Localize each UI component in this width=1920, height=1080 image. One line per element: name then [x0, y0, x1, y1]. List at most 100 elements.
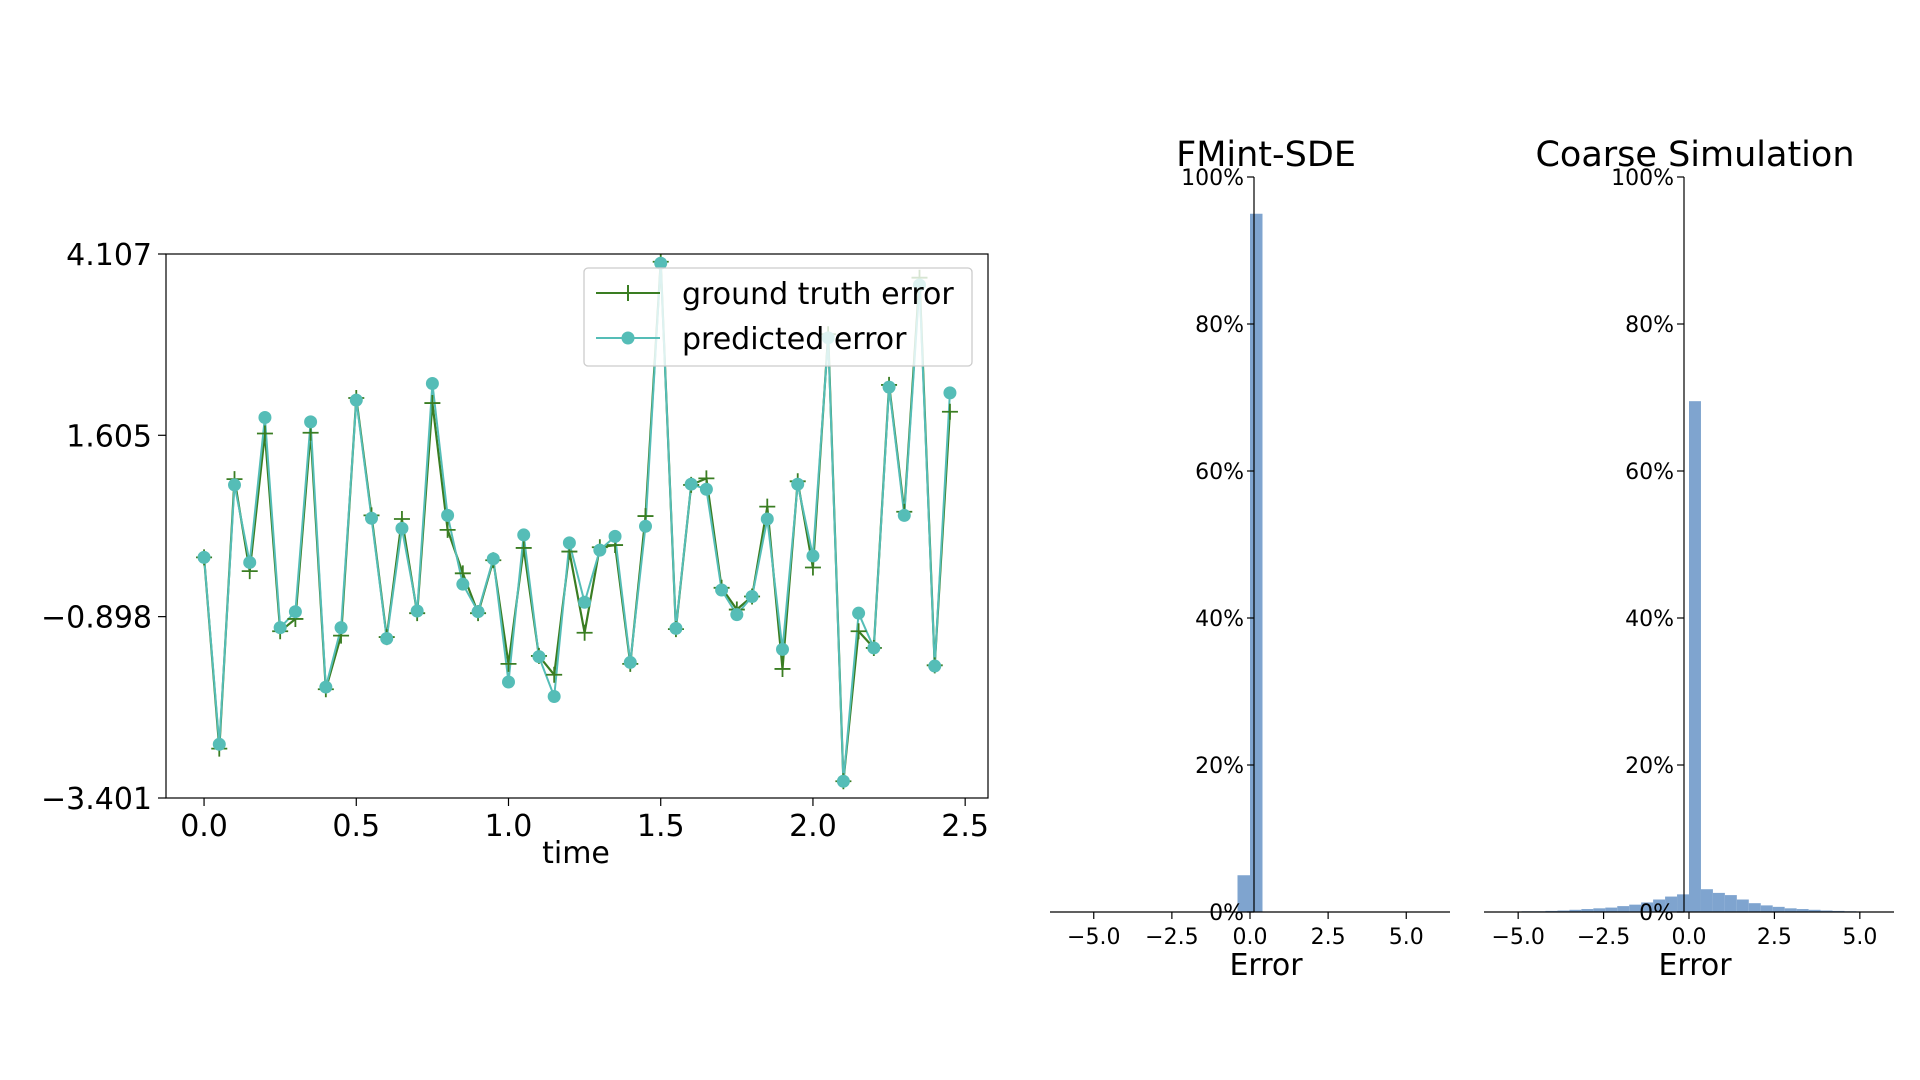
- predicted-point: [608, 529, 622, 543]
- line-chart-frame: [165, 253, 989, 799]
- histogram-coarse-simulation: Coarse Simulation −5.0 −2.5 0.0 2.5 5.0 0% 20%…: [1484, 135, 1894, 983]
- predicted-point: [806, 549, 820, 563]
- histogram-fmint-sde-x-label: Error: [1229, 948, 1303, 983]
- predicted-point: [486, 552, 500, 566]
- predicted-point: [791, 477, 805, 491]
- y-tick-label: 40%: [1195, 607, 1244, 632]
- x-tick-label: 2.5: [1757, 925, 1792, 950]
- predicted-point: [547, 689, 561, 703]
- predicted-point: [715, 583, 729, 597]
- histogram-bar: [1760, 905, 1773, 912]
- ground-truth-point: [546, 666, 563, 683]
- predicted-point: [623, 655, 637, 669]
- histogram-bar: [1629, 904, 1642, 912]
- x-tick-label: 0.0: [1672, 925, 1707, 950]
- histogram-bar: [1641, 902, 1654, 912]
- y-tick-label: 80%: [1625, 313, 1674, 338]
- y-tick-label: 100%: [1181, 166, 1244, 191]
- y-tick-label: 20%: [1195, 754, 1244, 779]
- predicted-point: [699, 482, 713, 496]
- x-tick-label: 5.0: [1842, 925, 1877, 950]
- histogram-bar: [1736, 899, 1749, 912]
- histogram-bar: [1689, 401, 1701, 912]
- predicted-point: [867, 641, 881, 655]
- y-tick-label: 4.107: [66, 238, 152, 273]
- predicted-point: [273, 621, 287, 635]
- x-tick-label: 0.0: [1233, 925, 1268, 950]
- line-chart: 0.0 0.5 1.0 1.5 2.0 2.5 −3.401 −0.898 1.605 4.10…: [41, 238, 989, 871]
- predicted-point: [304, 415, 318, 429]
- predicted-point: [943, 386, 957, 400]
- x-tick-label: −5.0: [1491, 925, 1544, 950]
- y-tick-label: −0.898: [41, 601, 152, 636]
- x-tick-label: 0.0: [180, 809, 228, 844]
- x-tick-label: 2.5: [941, 809, 989, 844]
- series-line-predicted: [203, 263, 951, 782]
- line-chart-border: [165, 253, 989, 799]
- predicted-point: [471, 605, 485, 619]
- line-series-group: [196, 253, 958, 790]
- histogram-bar: [1250, 213, 1263, 912]
- histogram-bar: [1784, 908, 1797, 912]
- predicted-point: [395, 521, 409, 535]
- y-tick-label: 1.605: [66, 419, 152, 454]
- ground-truth-point: [850, 623, 867, 640]
- x-tick-label: 1.5: [637, 809, 685, 844]
- histogram-fmint-sde-bars: [1237, 213, 1263, 912]
- legend-marker-predicted: [621, 331, 635, 345]
- histogram-bar: [1617, 906, 1630, 912]
- x-tick-label: 2.5: [1311, 925, 1346, 950]
- histogram-bar: [1557, 910, 1570, 912]
- predicted-point: [502, 675, 515, 689]
- histogram-bar: [1653, 899, 1666, 912]
- ground-truth-point: [759, 498, 776, 515]
- predicted-point: [243, 555, 257, 569]
- predicted-point: [684, 477, 698, 491]
- predicted-point: [410, 604, 424, 618]
- predicted-point: [319, 680, 333, 694]
- legend-label-ground-truth: ground truth error: [682, 277, 954, 312]
- histogram-bar: [1569, 909, 1582, 912]
- predicted-point: [654, 256, 668, 270]
- y-tick-label: 20%: [1625, 754, 1674, 779]
- ground-truth-point: [774, 660, 791, 677]
- predicted-point: [882, 380, 896, 394]
- predicted-point: [365, 511, 378, 525]
- predicted-point: [669, 621, 683, 635]
- y-tick-label: −3.401: [41, 782, 152, 817]
- histogram-fmint-sde-title: FMint-SDE: [1176, 135, 1356, 175]
- predicted-point: [456, 577, 470, 591]
- predicted-point: [197, 550, 211, 564]
- predicted-point: [852, 606, 866, 620]
- ground-truth-point: [576, 624, 593, 641]
- y-tick-label: 40%: [1625, 607, 1674, 632]
- line-x-axis-label: time: [542, 836, 610, 871]
- ground-truth-point: [515, 539, 532, 556]
- histogram-bar: [1605, 907, 1618, 912]
- legend: ground truth error predicted error: [583, 267, 973, 367]
- ground-truth-point: [256, 425, 273, 442]
- histogram-bar: [1593, 908, 1606, 912]
- legend-marker-ground-truth: [620, 285, 636, 301]
- predicted-point: [334, 621, 348, 635]
- predicted-point: [593, 543, 607, 557]
- y-tick-label: 60%: [1195, 460, 1244, 485]
- predicted-point: [288, 605, 302, 619]
- predicted-point: [836, 774, 850, 788]
- histogram-bar: [1772, 906, 1785, 912]
- predicted-point: [228, 478, 241, 492]
- histogram-bar: [1724, 895, 1737, 912]
- legend-box: [583, 267, 973, 367]
- predicted-point: [441, 508, 455, 522]
- y-tick-label: 0%: [1639, 901, 1674, 926]
- histogram-fmint-sde-axes: −5.0 −2.5 0.0 2.5 5.0 0% 20% 40% 60% 80% 100%: [1050, 166, 1450, 950]
- y-tick-label: 100%: [1611, 166, 1674, 191]
- x-tick-label: 1.0: [485, 809, 533, 844]
- predicted-point: [258, 411, 272, 425]
- x-tick-label: 5.0: [1389, 925, 1424, 950]
- predicted-point: [760, 512, 774, 526]
- histogram-bar: [1712, 892, 1725, 912]
- x-tick-label: 0.5: [332, 809, 380, 844]
- line-x-ticks: 0.0 0.5 1.0 1.5 2.0 2.5: [180, 798, 989, 844]
- x-tick-label: −2.5: [1577, 925, 1630, 950]
